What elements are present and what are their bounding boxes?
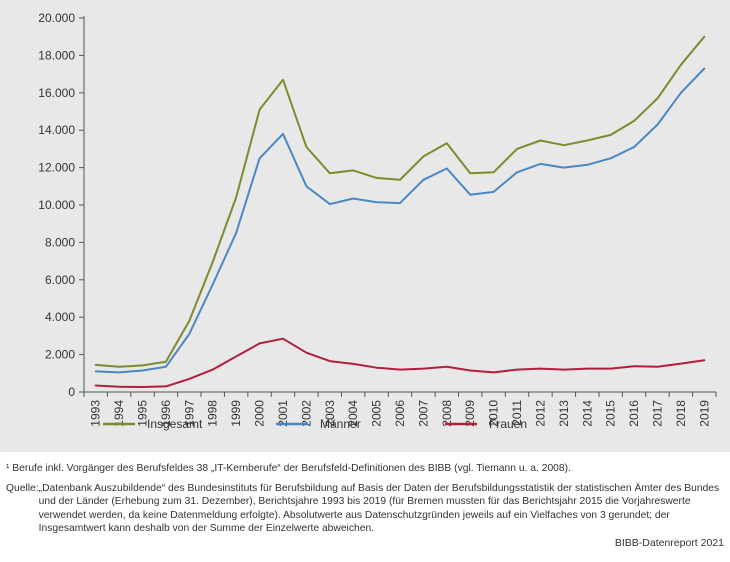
x-tick-label: 2019 [697, 400, 711, 427]
y-tick-label: 4.000 [45, 310, 75, 324]
x-tick-label: 2015 [604, 400, 618, 427]
y-tick-label: 6.000 [45, 273, 75, 287]
y-tick-label: 8.000 [45, 235, 75, 249]
x-tick-label: 2018 [674, 400, 688, 427]
x-tick-label: 1998 [206, 400, 220, 427]
x-tick-label: 2000 [253, 400, 267, 427]
y-tick-label: 0 [68, 385, 75, 399]
x-tick-label: 2012 [533, 400, 547, 427]
x-tick-label: 2014 [580, 400, 594, 427]
y-tick-label: 2.000 [45, 348, 75, 362]
y-tick-label: 16.000 [38, 86, 75, 100]
x-tick-label: 2008 [440, 400, 454, 427]
series-line-männer [94, 67, 706, 374]
y-tick-label: 18.000 [38, 48, 75, 62]
legend-label-frauen: Frauen [489, 417, 527, 431]
x-tick-label: 2004 [346, 400, 360, 427]
legend-label-männer: Männer [320, 417, 361, 431]
y-tick-label: 20.000 [38, 11, 75, 25]
y-axis: 0 2.000 4.000 6.000 8.000 10.000 12.000 14.000 1… [38, 11, 85, 399]
x-tick-label: 1995 [136, 400, 150, 427]
x-tick-label: 2017 [650, 400, 664, 427]
series-line-insgesamt [94, 35, 706, 368]
source-text: „Datenbank Auszubildende“ des Bundesinst… [38, 482, 720, 535]
brand-label: BIBB-Datenreport 2021 [614, 537, 724, 549]
x-tick-label: 1996 [159, 400, 173, 427]
x-tick-label: 2006 [393, 400, 407, 427]
x-tick-label: 2009 [463, 400, 477, 427]
footnote: ¹ Berufe inkl. Vorgänger des Berufsfelde… [6, 463, 571, 474]
x-tick-label: 2007 [416, 400, 430, 427]
x-tick-label: 2003 [323, 400, 337, 427]
notes: ¹ Berufe inkl. Vorgänger des Berufsfelde… [6, 462, 726, 536]
line-chart: 0 2.000 4.000 6.000 8.000 10.000 12.000 14.000 1… [38, 11, 717, 431]
x-tick-label: 1997 [182, 400, 196, 427]
series-line-frauen [94, 337, 706, 388]
x-tick-label: 2002 [299, 400, 313, 427]
y-tick-label: 14.000 [38, 123, 75, 137]
x-tick-label: 2005 [370, 400, 384, 427]
x-axis: 1993 1994 1995 1996 1997 1998 1999 2000 2001 2002… [83, 391, 717, 427]
x-tick-label: 2001 [276, 400, 290, 427]
x-tick-label: 1999 [229, 400, 243, 427]
chart-panel: 0 2.000 4.000 6.000 8.000 10.000 12.000 14.000 1… [0, 0, 730, 452]
x-tick-label: 2016 [627, 400, 641, 427]
x-tick-label: 2011 [510, 400, 524, 426]
source: Quelle: „Datenbank Auszubildende“ des Bu… [6, 482, 726, 536]
x-tick-label: 1993 [89, 400, 103, 427]
source-label: Quelle: [6, 482, 39, 494]
x-tick-label: 2013 [557, 400, 571, 427]
legend-label-insgesamt: Insgesamt [147, 417, 203, 431]
x-tick-label: 2010 [487, 400, 501, 427]
series-lines [94, 35, 706, 388]
y-tick-label: 12.000 [38, 161, 75, 175]
legend: Insgesamt Männer Frauen [103, 417, 527, 431]
y-tick-label: 10.000 [38, 198, 75, 212]
x-tick-label: 1994 [112, 400, 126, 427]
